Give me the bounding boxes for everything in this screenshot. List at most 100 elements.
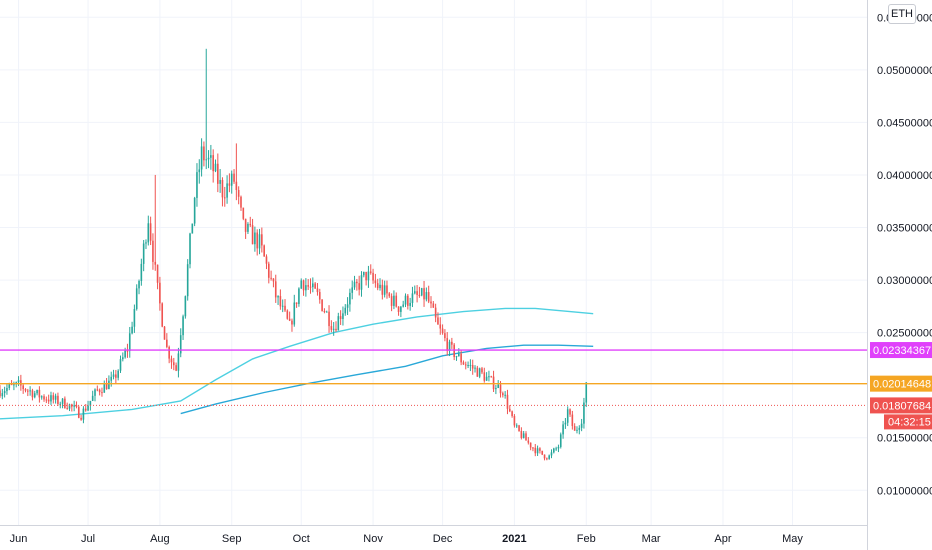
candle-body [423,288,425,300]
y-tick-label: 0.04000000 [877,170,932,182]
x-tick-label: May [782,533,803,545]
candle-body [439,324,442,329]
x-tick-label: Apr [714,533,731,545]
candle-body [198,169,201,173]
candle-body [50,395,52,402]
candle-body [115,374,117,378]
candle-body [77,406,80,418]
candle-body [441,328,444,334]
candle-body [564,422,567,425]
candle-body [40,396,43,398]
candle-body [80,417,82,420]
candle-body [566,409,569,423]
candle-body [358,283,360,290]
candle-body [203,146,205,161]
candle-body [515,425,518,427]
candle-body [182,316,184,336]
candle-body [61,398,64,404]
candle-body [497,384,500,389]
candle-body [233,173,235,182]
currency-unit-badge[interactable]: ETH [888,4,916,24]
candle-body [131,326,133,334]
candle-body [316,288,319,293]
candle-body [404,295,407,305]
candle-body [395,295,398,307]
candle-body [483,372,486,381]
y-tick-label: 0.04500000 [877,117,932,129]
candle-body [578,427,581,430]
candle-body [47,399,50,402]
y-tick-label: 0.03000000 [877,275,932,287]
candle-body [342,313,344,320]
candle-body [279,296,282,307]
candle-body [152,240,154,262]
candle-body [467,365,469,367]
x-tick-label: Feb [577,533,596,545]
candle-body [145,242,147,244]
candle-body [59,403,62,405]
candle-body [328,311,330,327]
candle-body [379,284,381,289]
candle-body [247,223,249,232]
candle-body [474,367,476,369]
candle-body [33,393,36,398]
candle-body [444,333,446,339]
candle-body [372,272,374,281]
candle-body [221,179,224,198]
candle-body [337,316,340,331]
x-tick-label: Nov [363,533,383,545]
candle-body [543,454,546,459]
candle-body [52,395,55,400]
candle-body [437,317,439,325]
candle-body [186,264,189,297]
candle-body [177,353,180,371]
candle-body [205,159,208,161]
candle-body [573,426,576,431]
x-tick-label: Jun [10,533,28,545]
candle-body [75,405,78,407]
candle-body [175,365,177,371]
price-level-badge-label: 0.02014648 [873,379,931,391]
candle-body [184,296,187,317]
candle-body [518,425,520,432]
candle-body [344,307,347,314]
candle-body [101,392,103,394]
candle-body [228,183,231,186]
candle-body [226,183,228,198]
candle-body [446,338,449,351]
candle-body [534,447,537,454]
candle-body [420,288,423,296]
candle-body [140,263,143,282]
candle-body [281,305,284,307]
candle-body [430,301,432,304]
candle-body [142,243,145,264]
candle-body [193,197,196,224]
candle-body [170,358,173,363]
candle-body [541,450,544,455]
candle-body [397,306,400,312]
candle-body [122,357,124,360]
candle-body [367,271,370,281]
candle-body [135,288,138,310]
candle-body [536,448,539,454]
moving-average-line [0,307,594,420]
candle-body [200,146,203,170]
candle-body [506,394,509,409]
candle-body [133,309,136,327]
candle-body [559,434,562,447]
candle-body [156,264,159,283]
candle-body [284,305,286,311]
price-level-badge-label: 0.01807684 [873,400,931,412]
candle-body [532,447,534,449]
candle-body [159,282,161,304]
candle-body [400,306,402,312]
candle-body [413,291,416,294]
candle-body [230,173,233,186]
candle-body [407,295,409,306]
price-level-badge [870,397,932,414]
candle-body [261,234,263,246]
candle-body [110,376,113,381]
candle-body [82,408,85,420]
candle-body [553,448,555,453]
